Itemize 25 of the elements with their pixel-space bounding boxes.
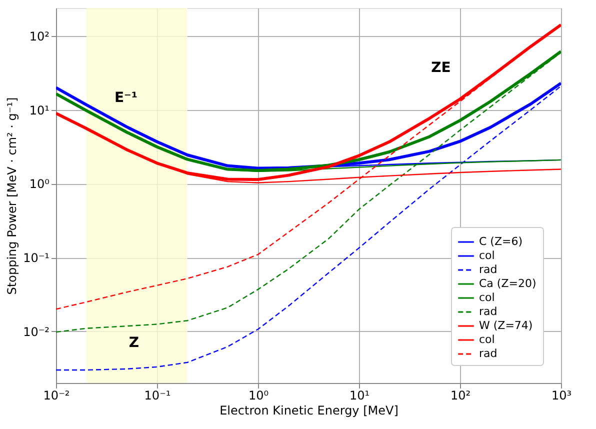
annotation: Z	[128, 335, 140, 351]
y-tick-label: 10²	[29, 30, 50, 44]
legend-label: Ca (Z=20)	[479, 277, 536, 290]
x-tick-label: 10²	[450, 388, 471, 402]
x-tick-label: 10⁻¹	[144, 388, 171, 402]
annotation: ZE	[431, 60, 451, 76]
x-tick-label: 10¹	[349, 388, 370, 402]
x-tick-label: 10⁻²	[43, 388, 70, 402]
legend-label: col	[479, 291, 495, 304]
legend-label: col	[479, 249, 495, 262]
legend-label: C (Z=6)	[479, 235, 523, 248]
y-tick-label: 10⁻²	[23, 324, 50, 339]
x-axis-title: Electron Kinetic Energy [MeV]	[220, 404, 398, 418]
x-tick-label: 10⁰	[248, 388, 269, 402]
y-tick-label: 10⁰	[29, 177, 50, 192]
y-axis-title: Stopping Power [MeV · cm² · g⁻¹]	[5, 97, 20, 295]
legend-label: rad	[479, 347, 498, 360]
y-tick-label: 10⁻¹	[23, 251, 50, 266]
annotation: E⁻¹	[114, 90, 138, 106]
legend-label: rad	[479, 263, 498, 276]
y-tick-label: 10¹	[29, 103, 50, 118]
legend-label: col	[479, 333, 495, 346]
legend-label: W (Z=74)	[479, 319, 533, 332]
x-tick-label: 10³	[551, 388, 572, 402]
legend-label: rad	[479, 305, 498, 318]
